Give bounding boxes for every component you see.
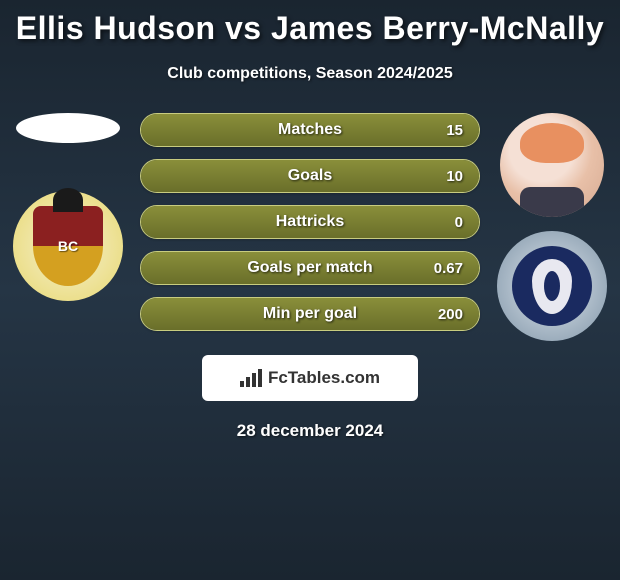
stat-bar-label: Matches bbox=[278, 121, 342, 139]
stat-bar: Goals 10 bbox=[140, 159, 480, 193]
page-title: Ellis Hudson vs James Berry-McNally bbox=[0, 0, 620, 47]
stat-bar-label: Goals bbox=[288, 167, 332, 185]
chart-icon bbox=[240, 369, 262, 387]
stat-bar-label: Min per goal bbox=[263, 305, 357, 323]
watermark: FcTables.com bbox=[202, 355, 418, 401]
stat-bar-label: Hattricks bbox=[276, 213, 344, 231]
right-player-column bbox=[492, 113, 612, 341]
stat-bar-value: 0 bbox=[455, 214, 463, 231]
stat-bar-value: 15 bbox=[446, 122, 463, 139]
right-club-logo bbox=[497, 231, 607, 341]
stat-bar-value: 200 bbox=[438, 306, 463, 323]
watermark-text: FcTables.com bbox=[268, 368, 380, 388]
stat-bar: Hattricks 0 bbox=[140, 205, 480, 239]
left-player-column: BC bbox=[8, 113, 128, 301]
stat-bar-label: Goals per match bbox=[247, 259, 372, 277]
stat-bar-value: 10 bbox=[446, 168, 463, 185]
stat-bar: Min per goal 200 bbox=[140, 297, 480, 331]
stats-area: BC Matches 15 Goals 10 Hattricks 0 Goals per m… bbox=[0, 113, 620, 343]
right-player-avatar bbox=[500, 113, 604, 217]
left-player-avatar bbox=[16, 113, 120, 143]
date-label: 28 december 2024 bbox=[0, 421, 620, 441]
stat-bar: Matches 15 bbox=[140, 113, 480, 147]
stat-bar-value: 0.67 bbox=[434, 260, 463, 277]
left-club-text: BC bbox=[58, 238, 78, 254]
left-club-logo: BC bbox=[13, 191, 123, 301]
stat-bar: Goals per match 0.67 bbox=[140, 251, 480, 285]
subtitle: Club competitions, Season 2024/2025 bbox=[0, 65, 620, 83]
stat-bars: Matches 15 Goals 10 Hattricks 0 Goals per matc… bbox=[140, 113, 480, 343]
